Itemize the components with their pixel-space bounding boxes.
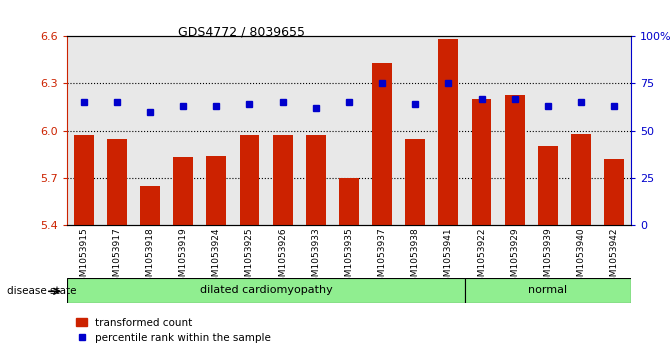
Bar <box>74 135 94 225</box>
Bar <box>140 186 160 225</box>
Text: disease state: disease state <box>7 286 76 296</box>
Bar <box>67 278 465 303</box>
Text: GSM1053926: GSM1053926 <box>278 228 287 288</box>
Text: GSM1053941: GSM1053941 <box>444 228 453 288</box>
Text: GSM1053939: GSM1053939 <box>544 228 552 289</box>
Text: GSM1053925: GSM1053925 <box>245 228 254 288</box>
Bar <box>505 94 525 225</box>
Bar <box>604 159 624 225</box>
Text: GSM1053937: GSM1053937 <box>378 228 386 289</box>
Text: GSM1053915: GSM1053915 <box>79 228 88 289</box>
Text: GSM1053940: GSM1053940 <box>576 228 586 288</box>
Text: GSM1053942: GSM1053942 <box>610 228 619 288</box>
Bar <box>372 63 392 225</box>
Bar <box>207 156 226 225</box>
Text: normal: normal <box>528 285 568 295</box>
Text: GSM1053919: GSM1053919 <box>178 228 188 289</box>
Text: dilated cardiomyopathy: dilated cardiomyopathy <box>200 285 332 295</box>
Text: GSM1053917: GSM1053917 <box>112 228 121 289</box>
Bar <box>240 135 260 225</box>
Text: GSM1053924: GSM1053924 <box>212 228 221 288</box>
Bar <box>538 146 558 225</box>
Bar <box>107 139 127 225</box>
Text: GSM1053918: GSM1053918 <box>146 228 154 289</box>
Legend: transformed count, percentile rank within the sample: transformed count, percentile rank withi… <box>72 314 275 347</box>
Bar <box>306 135 325 225</box>
Bar <box>173 158 193 225</box>
Text: GSM1053929: GSM1053929 <box>510 228 519 288</box>
Bar <box>571 134 591 225</box>
Text: GDS4772 / 8039655: GDS4772 / 8039655 <box>178 25 305 38</box>
Bar <box>465 278 631 303</box>
Text: GSM1053938: GSM1053938 <box>411 228 420 289</box>
Bar <box>438 40 458 225</box>
Text: GSM1053935: GSM1053935 <box>344 228 354 289</box>
Bar <box>339 178 359 225</box>
Bar <box>272 135 293 225</box>
Text: GSM1053922: GSM1053922 <box>477 228 486 288</box>
Bar <box>472 99 491 225</box>
Bar <box>405 139 425 225</box>
Text: GSM1053933: GSM1053933 <box>311 228 320 289</box>
